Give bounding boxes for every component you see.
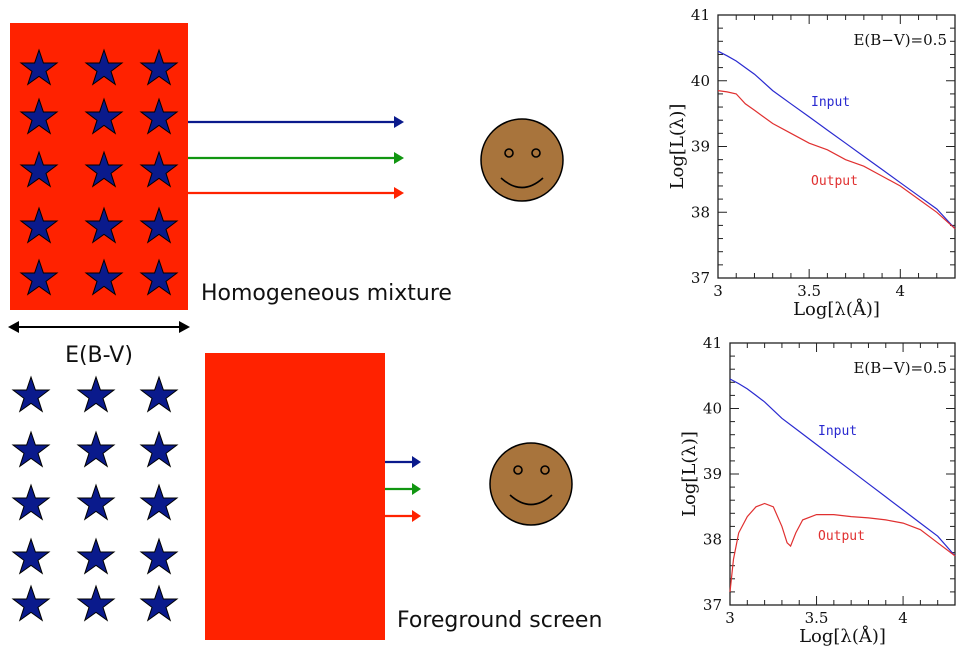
face-mouth <box>500 177 544 189</box>
ebv-annotation: E(B−V)=0.5 <box>853 31 947 49</box>
arrow-right-icon <box>385 510 421 522</box>
y-axis-title: Log[L(λ)] <box>667 104 688 190</box>
y-tick-label: 39 <box>691 138 710 156</box>
star-icon <box>77 431 115 467</box>
label-ebv-width: E(B-V) <box>65 343 133 368</box>
x-tick-label: 3 <box>713 282 723 300</box>
series-label-output: Output <box>811 174 858 189</box>
series-label-input: Input <box>818 424 857 439</box>
series-line-output <box>717 90 956 230</box>
star-icon <box>77 538 115 574</box>
observer-face-bottom <box>489 442 573 526</box>
series-label-output: Output <box>818 529 865 544</box>
x-tick-label: 4 <box>896 282 906 300</box>
arrow-right-icon <box>385 483 421 495</box>
x-tick-label: 3.5 <box>805 609 829 627</box>
y-axis-title: Log[L(λ)] <box>679 431 700 517</box>
x-axis-title: Log[λ(Å)] <box>793 298 880 320</box>
star-icon <box>12 484 50 520</box>
y-tick-label: 41 <box>691 6 710 24</box>
star-icon <box>77 585 115 621</box>
light-arrows-screen <box>385 456 421 522</box>
label-foreground-screen: Foreground screen <box>397 608 602 633</box>
series-label-input: Input <box>811 95 850 110</box>
y-tick-label: 38 <box>703 531 722 549</box>
y-tick-label: 38 <box>691 203 710 221</box>
arrow-right-icon <box>188 187 404 199</box>
face-eye-right <box>531 148 541 158</box>
observer-face-top <box>480 118 564 202</box>
series-line-output <box>729 502 956 592</box>
star-icon <box>140 431 178 467</box>
arrow-right-icon <box>385 456 421 468</box>
smiley-face-icon <box>489 442 573 526</box>
light-arrows-mixed <box>188 116 404 199</box>
ebv-annotation: E(B−V)=0.5 <box>853 359 947 377</box>
star-icon <box>77 484 115 520</box>
plot-frame <box>717 14 956 279</box>
dust-screen <box>205 353 385 640</box>
x-tick-label: 3.5 <box>797 282 821 300</box>
star-icon <box>12 585 50 621</box>
face-eye-right <box>540 465 550 475</box>
star-icon <box>140 538 178 574</box>
series-line-input <box>729 378 956 557</box>
y-tick-label: 37 <box>691 269 710 287</box>
x-axis-title: Log[λ(Å)] <box>799 625 886 647</box>
star-icon <box>12 376 50 412</box>
y-tick-label: 40 <box>691 72 710 90</box>
arrow-right-icon <box>188 152 404 164</box>
star-icon <box>12 538 50 574</box>
arrow-right-icon <box>188 116 404 128</box>
smiley-face-icon <box>480 118 564 202</box>
face-eye-left <box>513 465 523 475</box>
y-tick-label: 37 <box>703 596 722 614</box>
star-grid-bare <box>12 376 178 621</box>
star-icon <box>140 484 178 520</box>
face-eye-left <box>504 148 514 158</box>
y-tick-label: 39 <box>703 465 722 483</box>
plot-frame <box>729 342 956 606</box>
y-tick-label: 41 <box>703 334 722 352</box>
star-icon <box>140 585 178 621</box>
foreground-screen-diagram: Foreground screen <box>12 353 602 640</box>
y-tick-label: 40 <box>703 400 722 418</box>
homogeneous-mixture-diagram: Homogeneous mixture E(B-V) <box>8 23 564 368</box>
spectrum-chart-screen: 3 3.5 4 37 38 39 40 41 Log[λ(Å)] Log[L(λ)] E(B−V)=… <box>679 334 956 647</box>
spectrum-chart-mixed: 3 3.5 4 37 38 39 40 41 Log[λ(Å)] Log[L(λ)] E(B−V)=… <box>667 6 956 320</box>
x-tick-label: 3 <box>725 609 735 627</box>
double-arrow-icon <box>8 321 190 333</box>
x-tick-label: 4 <box>898 609 908 627</box>
star-icon <box>140 376 178 412</box>
label-homogeneous-mixture: Homogeneous mixture <box>201 281 452 306</box>
star-icon <box>12 431 50 467</box>
star-icon <box>77 376 115 412</box>
face-mouth <box>509 494 553 506</box>
series-line-input <box>717 50 956 230</box>
